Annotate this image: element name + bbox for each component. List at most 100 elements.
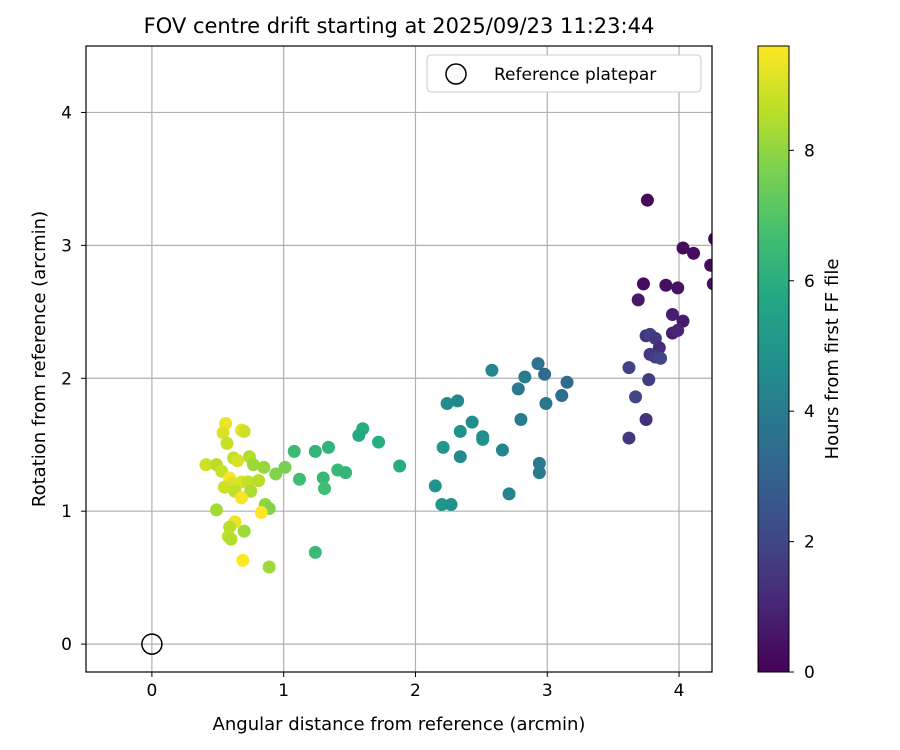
data-point — [532, 466, 546, 480]
data-point — [654, 351, 668, 365]
data-point — [244, 484, 258, 498]
data-point — [235, 491, 249, 505]
x-axis-label: Angular distance from reference (arcmin) — [213, 714, 586, 735]
data-point — [436, 440, 450, 454]
y-tick-label: 1 — [61, 502, 72, 522]
chart-title: FOV centre drift starting at 2025/09/23 … — [144, 14, 655, 38]
data-point — [485, 363, 499, 377]
data-point — [292, 472, 306, 486]
data-point — [708, 232, 712, 245]
data-point — [555, 389, 569, 403]
data-point — [257, 460, 271, 474]
data-point — [435, 498, 449, 512]
data-point — [339, 466, 353, 480]
data-point — [216, 426, 230, 440]
colorbar-ticks: 0 2 4 6 8 — [789, 141, 815, 683]
legend-marker-icon — [445, 63, 467, 85]
data-point — [453, 424, 467, 438]
data-point — [444, 498, 458, 512]
data-point — [495, 443, 509, 457]
colorbar-gradient — [757, 45, 790, 673]
data-point — [706, 277, 712, 291]
data-point — [665, 307, 679, 321]
x-tick-label: 3 — [542, 681, 553, 701]
data-point — [639, 412, 653, 426]
data-point — [514, 412, 528, 426]
data-point — [560, 375, 574, 389]
data-point — [631, 293, 645, 307]
data-point — [622, 431, 636, 445]
data-point — [321, 440, 335, 454]
data-point — [209, 503, 223, 517]
reference-marker-group — [141, 633, 163, 655]
data-point — [199, 458, 213, 472]
data-point — [502, 487, 516, 501]
data-point — [237, 524, 251, 538]
data-point — [532, 456, 546, 470]
data-point — [393, 459, 407, 473]
legend: Reference platepar — [426, 54, 702, 93]
data-point — [622, 361, 636, 375]
data-point — [465, 415, 479, 429]
y-axis: 0 1 2 3 4 — [61, 103, 86, 655]
y-axis-label: Rotation from reference (arcmin) — [29, 211, 50, 507]
data-points — [199, 193, 712, 574]
data-point — [629, 390, 643, 404]
x-tick-label: 1 — [278, 681, 289, 701]
data-point — [220, 436, 234, 450]
plot-frame — [85, 45, 713, 673]
y-tick-label: 2 — [61, 369, 72, 389]
x-tick-label: 2 — [410, 681, 421, 701]
reference-point — [141, 633, 163, 655]
data-point — [231, 454, 245, 468]
data-point — [236, 553, 250, 567]
y-tick-label: 3 — [61, 236, 72, 256]
data-point — [428, 479, 442, 493]
colorbar: 0 2 4 6 8 Hours from first FF file — [757, 45, 843, 683]
y-tick-label: 4 — [61, 103, 72, 123]
data-point — [287, 444, 301, 458]
data-point — [687, 246, 701, 260]
data-point — [671, 323, 685, 337]
colorbar-tick-label: 0 — [804, 663, 815, 683]
data-point — [640, 193, 654, 207]
data-point — [659, 278, 673, 292]
data-point — [531, 357, 545, 371]
colorbar-label: Hours from first FF file — [822, 259, 843, 460]
data-point — [217, 480, 231, 494]
data-point — [453, 450, 467, 464]
data-point — [308, 444, 322, 458]
data-point — [676, 241, 690, 255]
data-point — [518, 370, 532, 384]
data-point — [262, 560, 276, 574]
data-point — [316, 471, 330, 485]
data-point — [538, 367, 552, 381]
x-tick-label: 0 — [146, 681, 157, 701]
data-point — [539, 397, 553, 411]
legend-label: Reference platepar — [494, 65, 656, 85]
data-point — [308, 545, 322, 559]
data-point — [511, 382, 525, 396]
colorbar-tick-label: 4 — [804, 402, 815, 422]
data-point — [440, 397, 454, 411]
data-point — [246, 458, 260, 472]
colorbar-tick-label: 6 — [804, 272, 815, 292]
data-point — [252, 474, 266, 488]
data-point — [476, 432, 490, 446]
colorbar-tick-label: 8 — [804, 141, 815, 161]
data-point — [372, 435, 386, 449]
data-point — [352, 428, 366, 442]
x-axis: 0 1 2 3 4 — [146, 672, 684, 701]
data-point — [671, 281, 685, 295]
data-point — [278, 460, 292, 474]
data-point — [636, 277, 650, 291]
legend-box — [426, 54, 702, 93]
x-tick-label: 4 — [674, 681, 685, 701]
data-point — [224, 532, 238, 546]
data-point — [642, 373, 656, 387]
data-point — [318, 482, 332, 496]
data-point — [237, 424, 251, 438]
grid — [86, 46, 712, 672]
data-point — [269, 467, 283, 481]
